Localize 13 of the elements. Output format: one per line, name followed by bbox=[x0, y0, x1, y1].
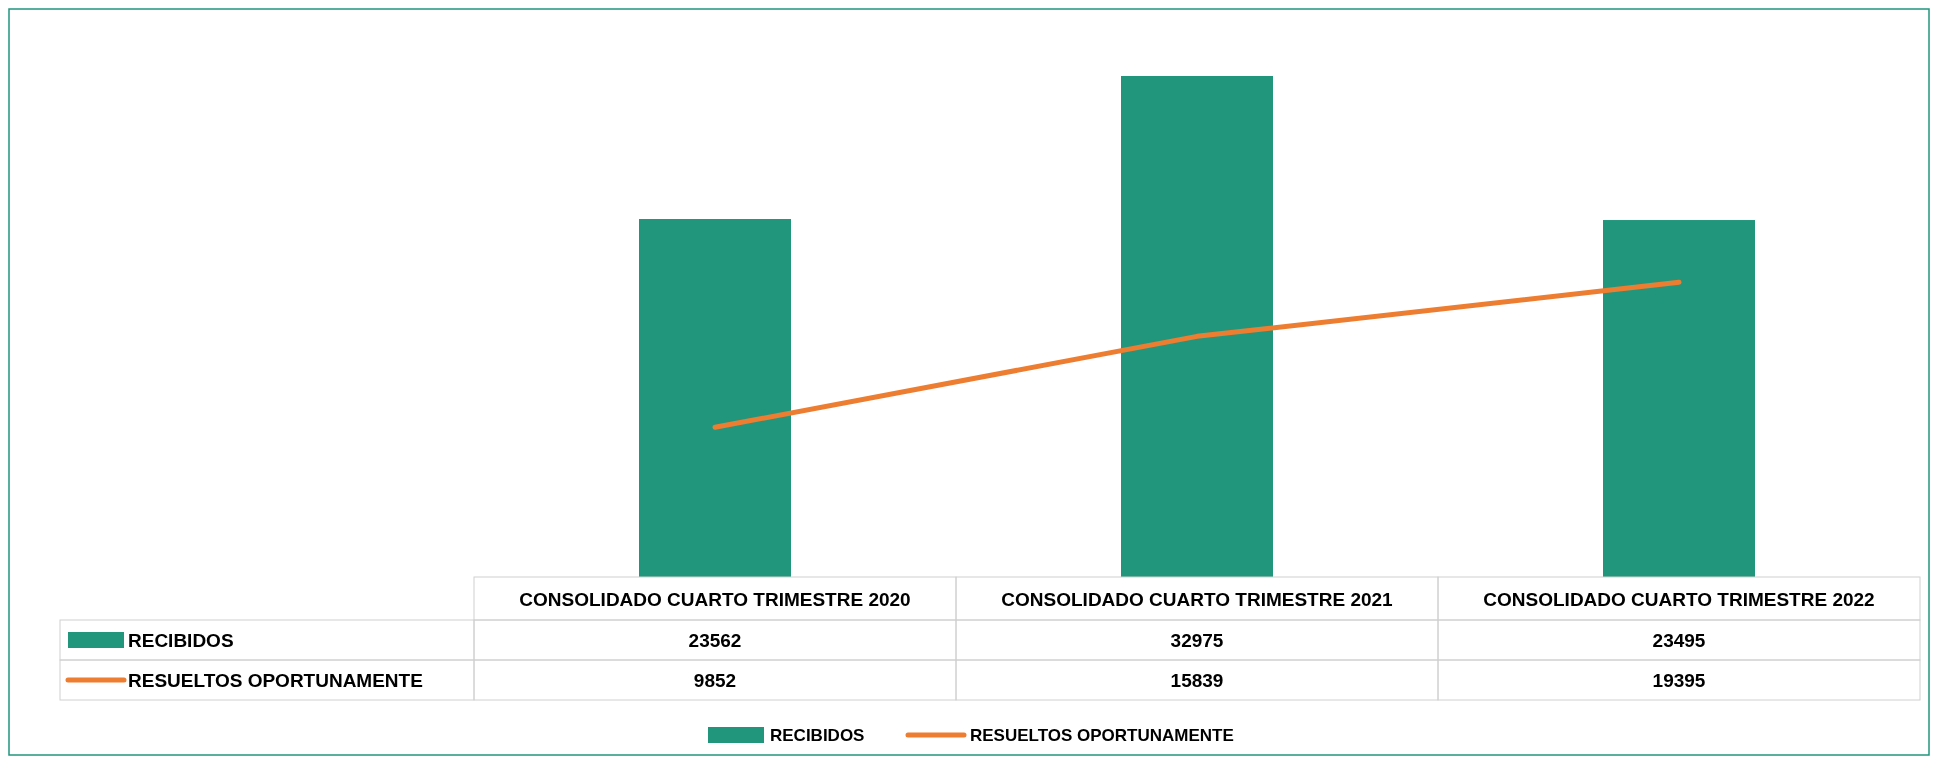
x-tick-label: CONSOLIDADO CUARTO TRIMESTRE 2020 bbox=[519, 588, 911, 610]
data-label: 23562 bbox=[688, 630, 742, 651]
data-label: 32975 bbox=[1170, 630, 1224, 651]
text: RECIBIDOS bbox=[128, 630, 234, 651]
data-label: 23495 bbox=[1652, 630, 1706, 651]
legend-label: RESUELTOS OPORTUNAMENTE bbox=[970, 726, 1234, 745]
data-label: 19395 bbox=[1652, 670, 1706, 691]
data-label: 9852 bbox=[693, 670, 737, 691]
text: RESUELTOS OPORTUNAMENTE bbox=[128, 670, 423, 691]
x-tick-label: CONSOLIDADO CUARTO TRIMESTRE 2021 bbox=[1001, 588, 1394, 610]
data-label: 15839 bbox=[1170, 670, 1224, 691]
x-tick-label: CONSOLIDADO CUARTO TRIMESTRE 2022 bbox=[1483, 588, 1875, 610]
legend-label: RECIBIDOS bbox=[770, 726, 865, 745]
